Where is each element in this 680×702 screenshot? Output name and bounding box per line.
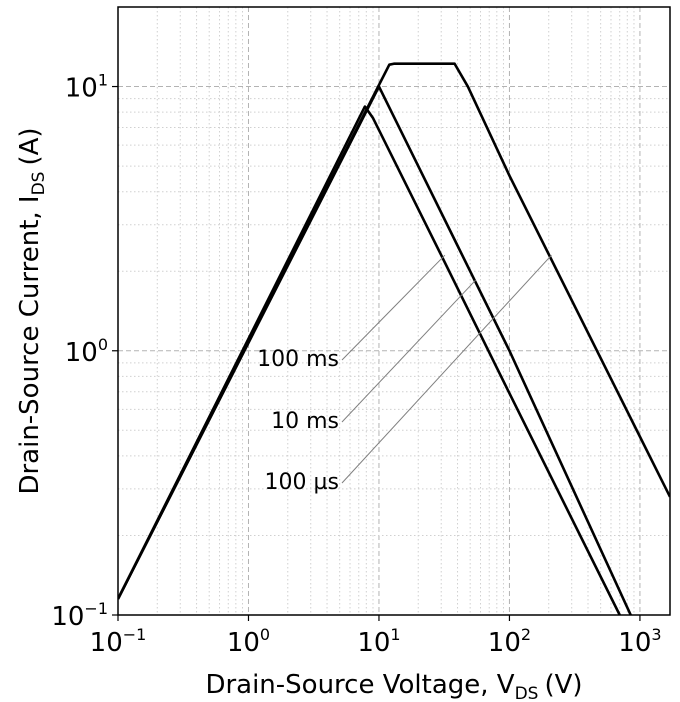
x-tick-label: 101 bbox=[357, 625, 400, 658]
annotation-label: 100 µs bbox=[265, 470, 339, 495]
x-tick-label: 10−1 bbox=[90, 625, 147, 658]
x-tick-label-exp: −1 bbox=[123, 625, 147, 644]
series-line-100-s bbox=[118, 62, 670, 600]
y-axis-label-unit: (A) bbox=[15, 127, 45, 165]
x-axis-label: Drain-Source Voltage, VDS (V) bbox=[205, 670, 582, 702]
plot-frame bbox=[117, 6, 671, 616]
y-tick-label-base: 10 bbox=[51, 602, 84, 632]
y-tick-label-base: 10 bbox=[65, 74, 98, 104]
x-tick-label-exp: 1 bbox=[390, 625, 400, 644]
annotation-leader-line bbox=[341, 279, 476, 423]
y-axis-label-main: Drain-Source Current, I bbox=[15, 195, 45, 494]
annotation-leader-line bbox=[341, 254, 446, 361]
grid bbox=[117, 6, 670, 616]
y-tick-label: 10−1 bbox=[51, 599, 108, 632]
annotation-label: 10 ms bbox=[271, 409, 339, 434]
x-tick-label-base: 10 bbox=[357, 628, 390, 658]
y-tick-label-exp: 0 bbox=[98, 335, 108, 354]
annotations: 100 ms 10 ms 100 µs bbox=[257, 347, 339, 495]
y-axis-label-sub: DS bbox=[29, 172, 49, 196]
y-tick-label: 101 bbox=[65, 71, 108, 104]
x-tick-label: 102 bbox=[488, 625, 531, 658]
x-tick-label: 100 bbox=[227, 625, 270, 658]
y-tick-label-base: 10 bbox=[65, 338, 98, 368]
x-tick-label-base: 10 bbox=[90, 628, 123, 658]
x-tick-label-base: 10 bbox=[618, 628, 651, 658]
y-tick-label-exp: 1 bbox=[98, 71, 108, 90]
annotation-leaders bbox=[341, 254, 552, 484]
series-line-100-ms bbox=[118, 105, 621, 615]
x-axis-label-sub: DS bbox=[515, 684, 539, 702]
x-axis-label-main: Drain-Source Voltage, V bbox=[205, 670, 514, 700]
annotation-leader-line bbox=[341, 254, 552, 484]
x-tick-label-base: 10 bbox=[227, 628, 260, 658]
x-tick-label-exp: 3 bbox=[651, 625, 661, 644]
annotation-label: 100 ms bbox=[257, 347, 339, 372]
x-tick-label: 103 bbox=[618, 625, 661, 658]
x-tick-label-exp: 0 bbox=[260, 625, 270, 644]
x-tick-label-base: 10 bbox=[488, 628, 521, 658]
y-tick-label: 100 bbox=[65, 335, 108, 368]
x-axis-label-unit: (V) bbox=[544, 670, 582, 700]
y-tick-label-exp: −1 bbox=[84, 599, 108, 618]
series-group bbox=[118, 62, 670, 615]
x-tick-label-exp: 2 bbox=[521, 625, 531, 644]
y-axis-label: Drain-Source Current, IDS (A) bbox=[15, 127, 49, 494]
